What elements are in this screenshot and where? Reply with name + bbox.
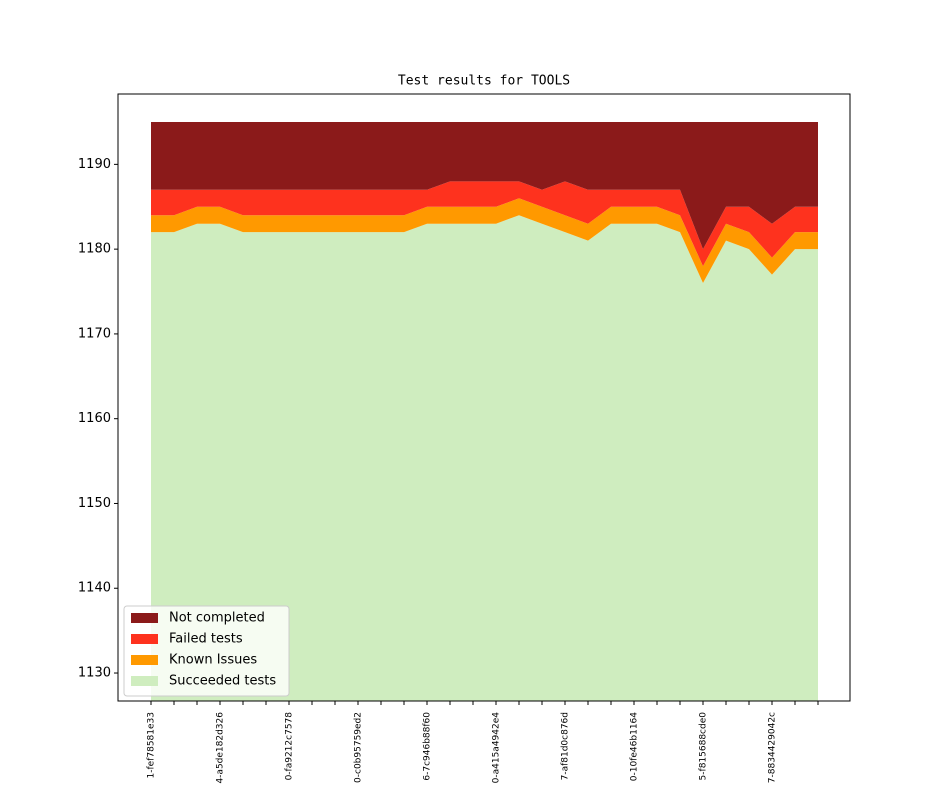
area [151, 181, 818, 267]
legend-swatch [131, 634, 158, 644]
x-tick-label: 0-10fe46b1164 [630, 712, 640, 781]
y-tick-label: 1150 [78, 496, 111, 511]
y-tick-label: 1180 [78, 242, 111, 257]
area [151, 198, 818, 284]
legend-swatch [131, 676, 158, 686]
x-tick-label: 6-7c946b88f60 [423, 712, 433, 781]
y-tick-label: 1160 [78, 411, 111, 426]
x-tick-label: 0-fa9212c7578 [285, 712, 295, 781]
legend-swatch [131, 655, 158, 665]
x-tick-label: 1-fef78581e33 [147, 712, 157, 778]
legend-label: Known Issues [169, 653, 257, 668]
legend-label: Not completed [169, 611, 265, 626]
x-tick-label: 4-a5de182d326 [216, 712, 226, 784]
area [151, 215, 818, 701]
y-tick-label: 1190 [78, 157, 111, 172]
y-tick-label: 1170 [78, 326, 111, 341]
legend-label: Failed tests [169, 632, 243, 647]
plot-frame [117, 93, 851, 702]
legend-frame [123, 605, 290, 697]
chart-title: Test results for TOOLS [398, 74, 570, 89]
legend-swatch [131, 613, 158, 623]
legend: Not completed Failed tests Known Issues Suc… [123, 605, 290, 697]
x-tick-label: 5-f815688cde0 [699, 712, 709, 781]
x-tick-label: 7-af81d0c876d [561, 712, 571, 780]
y-tick-label: 1130 [78, 666, 111, 681]
x-tick-label: 0-c0b95759ed2 [354, 712, 364, 783]
area [151, 121, 818, 250]
legend-label: Succeeded tests [169, 674, 276, 689]
y-tick-label: 1140 [78, 581, 111, 596]
x-tick-label: 0-a415a4942e4 [492, 712, 502, 784]
x-tick-label: 7-8834429042c [768, 712, 778, 783]
